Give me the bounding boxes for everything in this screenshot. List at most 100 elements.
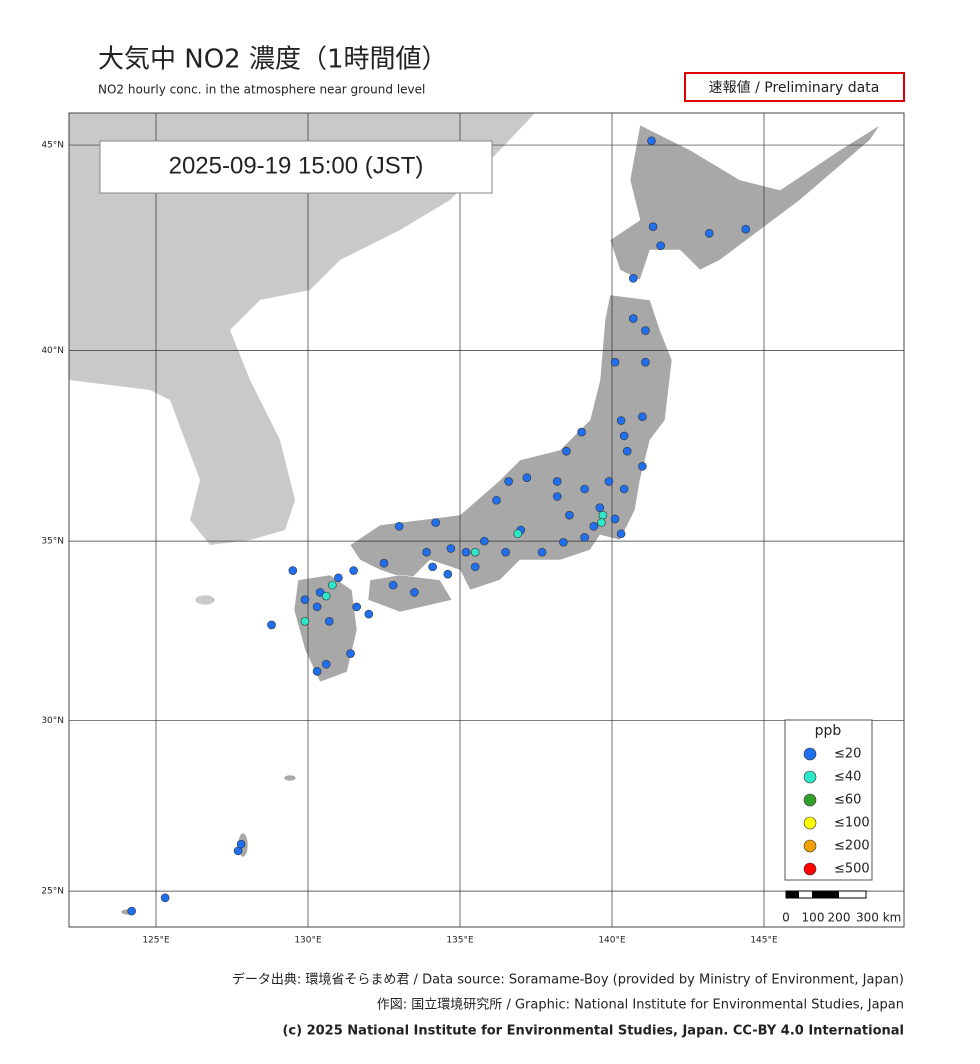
legend-swatch bbox=[803, 862, 817, 876]
station bbox=[641, 357, 650, 367]
station bbox=[364, 609, 374, 619]
lon-tick-label: 135°E bbox=[446, 936, 474, 946]
legend-label: ≤20 bbox=[834, 747, 861, 762]
legend-swatch bbox=[803, 816, 817, 830]
station bbox=[324, 617, 334, 626]
station bbox=[321, 591, 331, 601]
station bbox=[580, 484, 589, 494]
station bbox=[610, 514, 620, 524]
station bbox=[595, 503, 605, 513]
source: データ出典: 環境省そらまめ君 / Data source: Soramame-… bbox=[232, 972, 904, 988]
station bbox=[616, 529, 626, 539]
continent bbox=[69, 113, 535, 545]
station bbox=[446, 544, 456, 553]
station bbox=[388, 580, 398, 590]
legend-swatch bbox=[803, 839, 817, 853]
station bbox=[552, 492, 562, 501]
legend-box bbox=[784, 719, 873, 881]
legend-swatch bbox=[803, 793, 817, 807]
scale-bar bbox=[785, 890, 867, 899]
lon-tick-label: 140°E bbox=[598, 936, 626, 946]
station bbox=[328, 580, 337, 590]
station bbox=[470, 562, 480, 572]
station bbox=[300, 595, 310, 604]
station bbox=[597, 518, 606, 527]
station bbox=[598, 510, 608, 520]
station bbox=[349, 566, 358, 575]
scale-label: 100 bbox=[802, 911, 825, 925]
station bbox=[410, 588, 419, 597]
timestamp-box bbox=[99, 140, 493, 194]
station bbox=[641, 326, 650, 335]
lat-tick-label: 35°N bbox=[41, 537, 64, 547]
legend-title: ppb bbox=[815, 723, 842, 739]
station bbox=[428, 562, 437, 572]
legend-swatch bbox=[803, 770, 817, 784]
station bbox=[628, 274, 638, 283]
station bbox=[559, 537, 568, 547]
station bbox=[537, 547, 547, 557]
station bbox=[552, 477, 562, 486]
station bbox=[619, 431, 629, 441]
station bbox=[638, 412, 647, 421]
station bbox=[312, 667, 322, 676]
station bbox=[638, 462, 647, 471]
lon-tick-label: 130°E bbox=[294, 936, 322, 946]
license: (c) 2025 National Institute for Environm… bbox=[282, 1024, 904, 1039]
station bbox=[504, 477, 513, 486]
station bbox=[470, 547, 480, 557]
legend-label: ≤60 bbox=[834, 793, 861, 808]
station bbox=[443, 569, 453, 579]
lat-tick-label: 25°N bbox=[41, 887, 64, 897]
station bbox=[704, 229, 714, 238]
lat-tick-label: 45°N bbox=[41, 141, 64, 151]
station bbox=[352, 602, 361, 612]
status: 速報値 / Preliminary data bbox=[709, 80, 880, 96]
legend-label: ≤100 bbox=[834, 816, 870, 831]
map: 2025-09-19 15:00 (JST) ppb ≤20 ≤40 ≤60 ≤100… bbox=[69, 113, 904, 927]
lat-tick-label: 30°N bbox=[41, 716, 64, 726]
station bbox=[562, 446, 571, 456]
station bbox=[300, 617, 310, 626]
timestamp: 2025-09-19 15:00 (JST) bbox=[169, 152, 424, 179]
scale-label: 300 km bbox=[856, 911, 901, 925]
station bbox=[619, 484, 629, 494]
lon-tick-label: 125°E bbox=[142, 936, 170, 946]
station bbox=[461, 547, 471, 557]
station bbox=[513, 529, 523, 539]
station bbox=[431, 518, 440, 527]
station bbox=[346, 649, 355, 658]
station bbox=[656, 241, 665, 250]
station bbox=[334, 573, 343, 583]
legend-label: ≤500 bbox=[834, 862, 870, 877]
station bbox=[741, 224, 751, 234]
status-box bbox=[684, 72, 905, 102]
map-frame bbox=[68, 112, 905, 928]
station bbox=[522, 473, 532, 482]
station bbox=[610, 357, 620, 367]
station bbox=[236, 839, 246, 849]
station bbox=[628, 314, 638, 323]
station bbox=[394, 522, 404, 531]
legend-label: ≤40 bbox=[834, 770, 861, 785]
legend-label: ≤200 bbox=[834, 839, 870, 854]
station bbox=[577, 427, 586, 437]
station bbox=[267, 620, 276, 630]
station bbox=[379, 558, 389, 568]
scale-label: 200 bbox=[828, 911, 851, 925]
station bbox=[288, 566, 298, 575]
station bbox=[321, 659, 331, 669]
station bbox=[622, 446, 632, 456]
station bbox=[648, 222, 658, 232]
station bbox=[501, 547, 510, 557]
station bbox=[312, 602, 322, 612]
station bbox=[565, 510, 574, 520]
station bbox=[480, 536, 489, 546]
lon-tick-label: 145°E bbox=[750, 936, 778, 946]
legend-swatch bbox=[803, 747, 817, 761]
station bbox=[589, 522, 599, 531]
station bbox=[492, 495, 501, 505]
lat-tick-label: 40°N bbox=[41, 346, 64, 356]
station bbox=[127, 906, 136, 916]
station bbox=[580, 533, 589, 542]
